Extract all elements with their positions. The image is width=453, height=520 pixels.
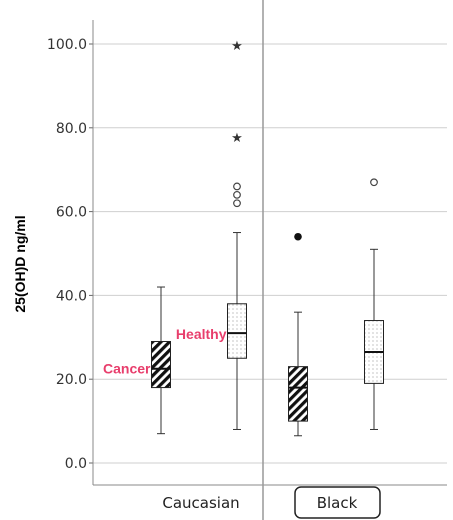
y-tick-label: 20.0	[56, 372, 87, 388]
outlier-point	[233, 182, 241, 191]
box	[288, 366, 308, 422]
outlier-point	[233, 199, 241, 208]
category-label-highlight	[294, 486, 381, 519]
gridlines	[93, 43, 447, 464]
y-tick-label: 100.0	[47, 37, 87, 53]
outlier-point	[233, 190, 241, 199]
outlier-point-filled	[294, 232, 302, 241]
annotation-cancer: Cancer	[103, 361, 151, 377]
annotation-healthy: Healthy	[176, 326, 227, 342]
outlier-point	[370, 178, 378, 187]
y-tick-label: 60.0	[56, 205, 87, 221]
plot-frame	[89, 0, 447, 520]
y-tick-label: 80.0	[56, 121, 87, 137]
box	[151, 340, 171, 389]
category-label-caucasian: Caucasian	[162, 494, 239, 512]
box	[227, 303, 247, 359]
boxes: ★★	[151, 39, 384, 437]
outlier-star: ★	[231, 131, 243, 146]
labels: 25(OH)D ng/ml 0.0 20.0 40.0 60.0 80.0 100.0 Ca…	[12, 37, 381, 519]
outlier-star: ★	[231, 39, 243, 54]
y-axis-label: 25(OH)D ng/ml	[12, 215, 28, 312]
y-tick-label: 40.0	[56, 288, 87, 304]
y-tick-label: 0.0	[65, 456, 87, 472]
category-label-black: Black	[317, 494, 358, 512]
